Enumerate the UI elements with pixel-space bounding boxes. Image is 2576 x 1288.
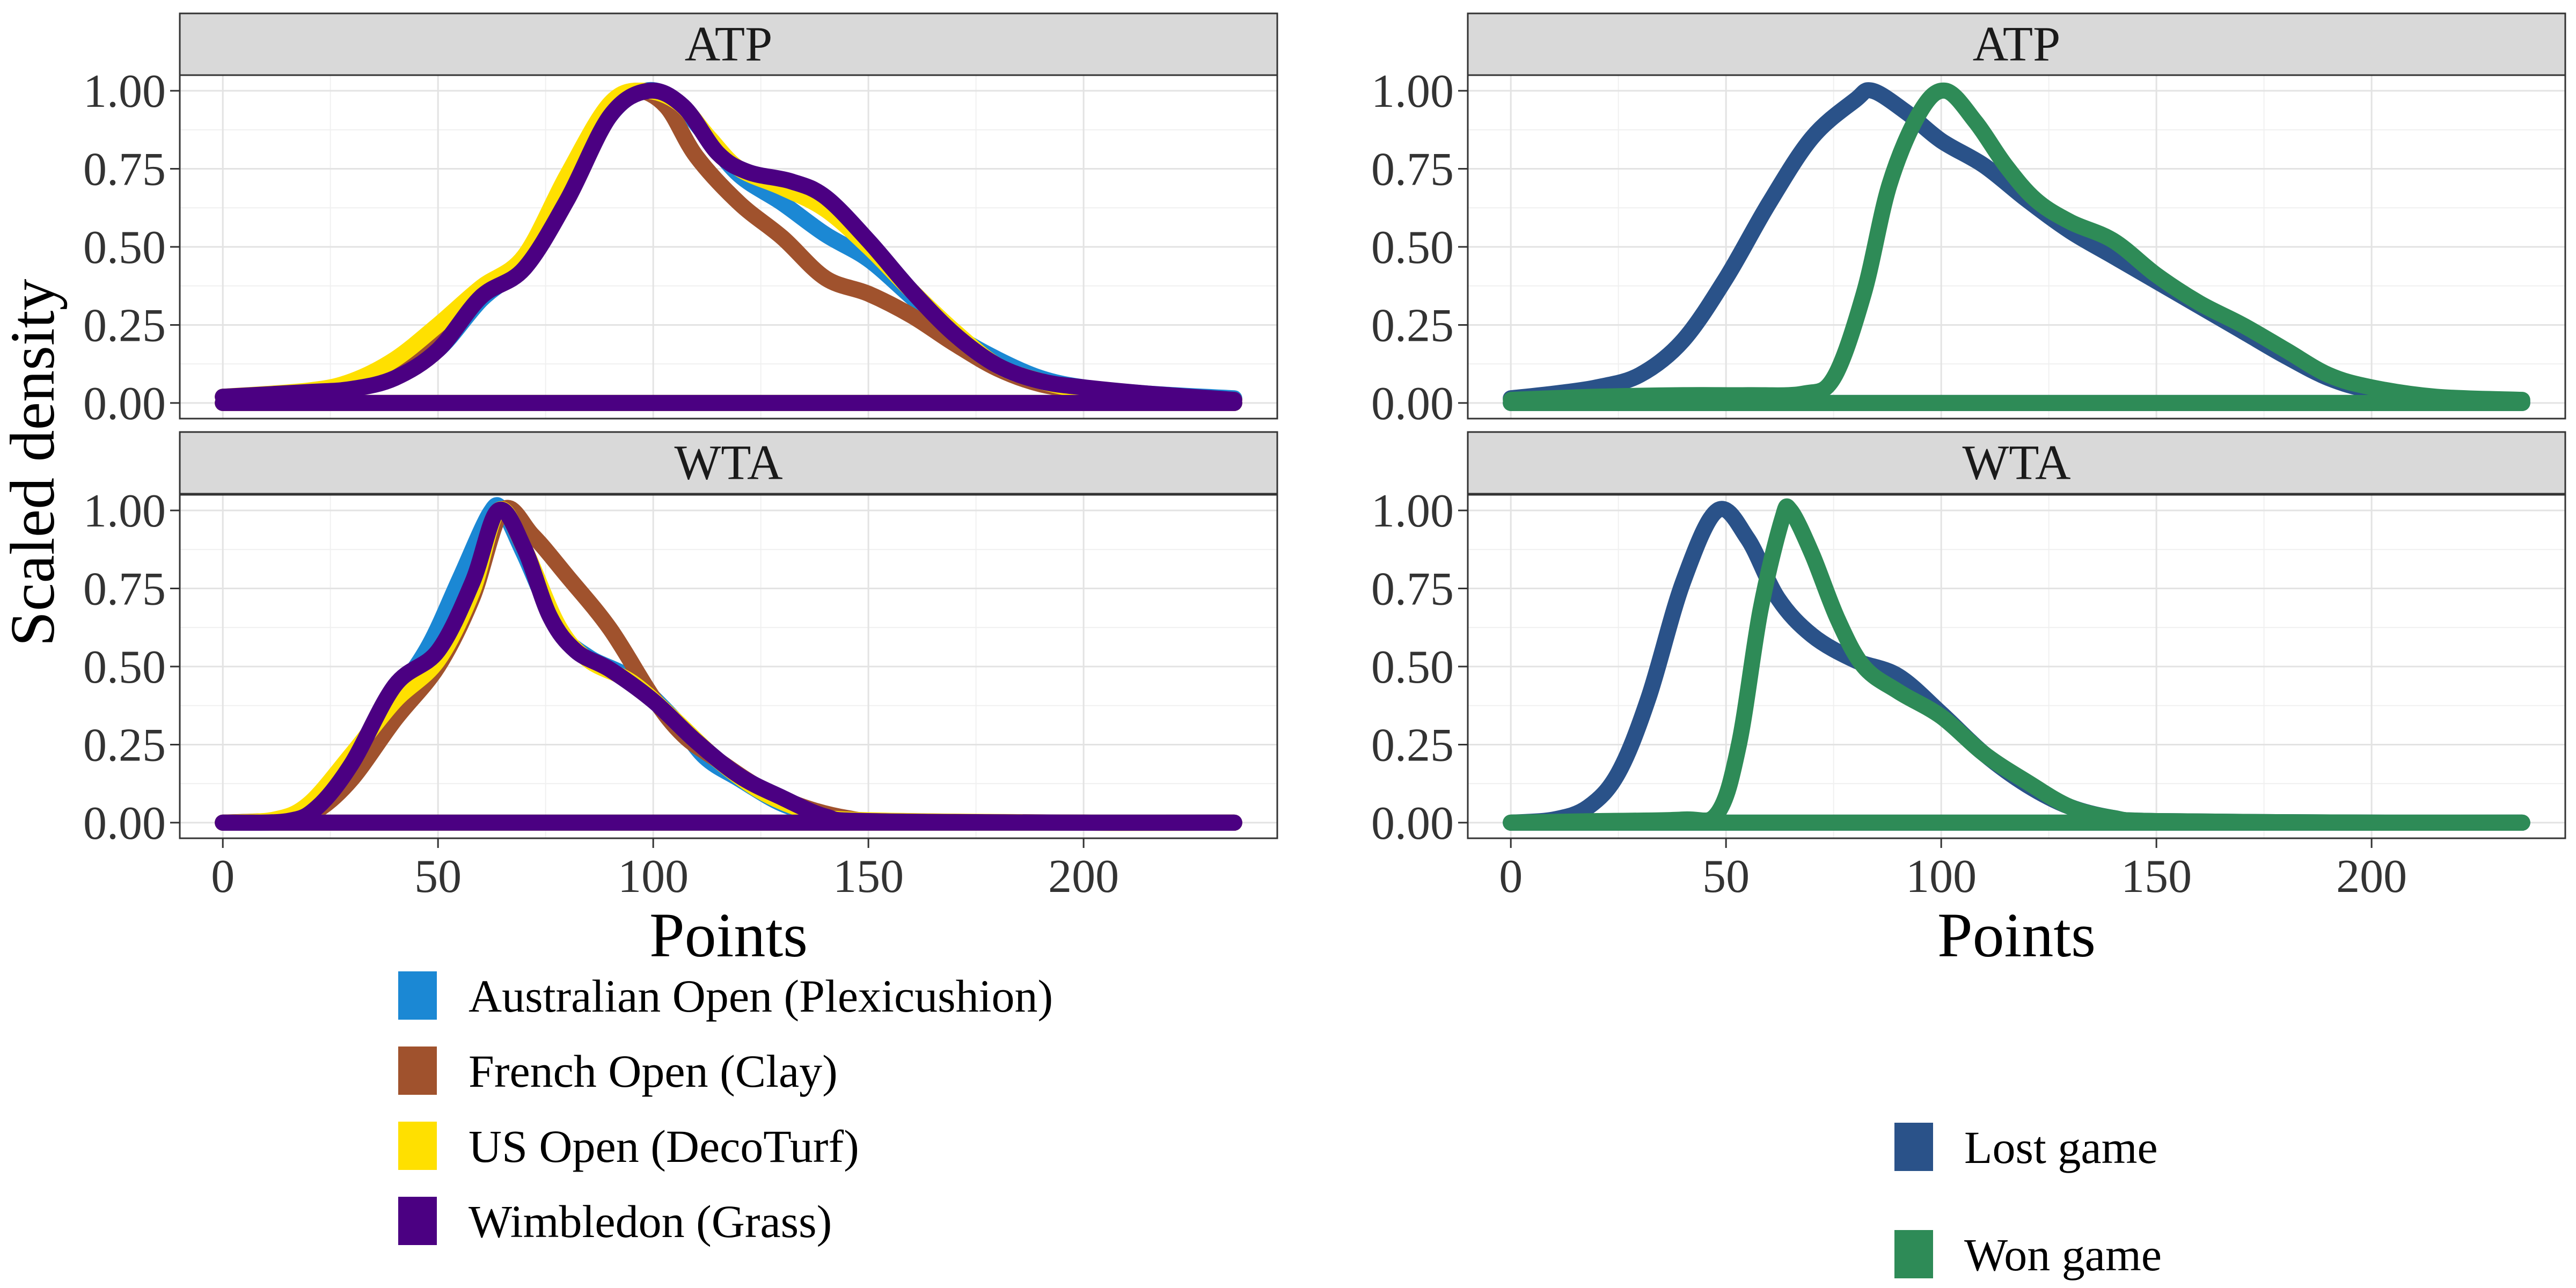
x-tick-label: 0 [1499,851,1523,903]
y-tick-label: 0.75 [83,564,166,616]
legend-key [398,1197,437,1245]
x-tick-label: 200 [2336,851,2407,903]
x-axis-title: Points [1937,900,2096,970]
y-tick-label: 1.00 [83,65,166,118]
facet-strip [1467,12,2566,76]
legend-key [398,1046,437,1095]
y-tick-label: 1.00 [1371,485,1454,537]
x-tick-label: 50 [1702,851,1750,903]
x-tick-label: 100 [618,851,689,903]
legend-surface: Australian Open (Plexicushion) French Ope… [398,970,1053,1247]
x-axis-title: Points [649,900,808,970]
density-curve-wimbledon-grass [215,82,1242,408]
x-tick-label: 200 [1048,851,1119,903]
x-tick-label: 100 [1906,851,1977,903]
legend-label: Australian Open (Plexicushion) [469,970,1053,1022]
y-tick-label: 0.50 [83,222,166,274]
legend-label: US Open (DecoTurf) [469,1121,859,1172]
legend-label: Wimbledon (Grass) [469,1196,832,1247]
facet-strip [179,431,1278,495]
y-tick-label: 1.00 [83,485,166,537]
facet-strip-label: ATP [685,17,773,71]
facet-strip-label: WTA [674,435,782,490]
panel-outcome-wta: WTA 0.00 0.25 0.50 0.75 1.00 0 50 100 150 200 Point… [1371,431,2566,970]
facet-strip-label: ATP [1973,17,2061,71]
y-tick-label: 0.50 [83,641,166,693]
y-tick-label: 0.00 [83,797,166,850]
y-tick-label: 0.50 [1371,222,1454,274]
legend-key [398,1122,437,1170]
y-tick-label: 0.00 [83,378,166,430]
y-tick-label: 0.75 [1371,564,1454,616]
facet-strip [179,12,1278,76]
legend-key [398,971,437,1020]
x-tick-label: 150 [833,851,904,903]
y-tick-label: 0.00 [1371,378,1454,430]
y-tick-label: 0.75 [1371,144,1454,196]
legend-outcome: Lost game Won game [1894,1122,2162,1280]
panel-surface-atp: ATP 0.00 0.25 0.50 0.75 1.00 [83,12,1278,430]
legend-key [1894,1230,1933,1278]
legend-key [1894,1123,1933,1171]
y-tick-label: 0.50 [1371,641,1454,693]
y-tick-label: 1.00 [1371,65,1454,118]
y-tick-label: 0.25 [83,299,166,352]
x-tick-label: 0 [211,851,235,903]
legend-label: French Open (Clay) [469,1045,838,1097]
x-tick-label: 50 [414,851,462,903]
y-tick-label: 0.75 [83,144,166,196]
y-tick-label: 0.25 [83,719,166,771]
panel-surface-wta: WTA 0.00 0.25 0.50 0.75 1.00 0 50 100 150 200 Point… [83,431,1278,970]
y-tick-label: 0.25 [1371,299,1454,352]
y-tick-label: 0.00 [1371,797,1454,850]
facet-strip-label: WTA [1962,435,2070,490]
panel-outcome-atp: ATP 0.00 0.25 0.50 0.75 1.00 [1371,12,2566,430]
legend-label: Won game [1964,1229,2162,1280]
facet-strip [1467,431,2566,495]
x-tick-label: 150 [2121,851,2192,903]
legend-label: Lost game [1964,1122,2158,1173]
y-tick-label: 0.25 [1371,719,1454,771]
y-axis-title: Scaled density [0,279,68,647]
